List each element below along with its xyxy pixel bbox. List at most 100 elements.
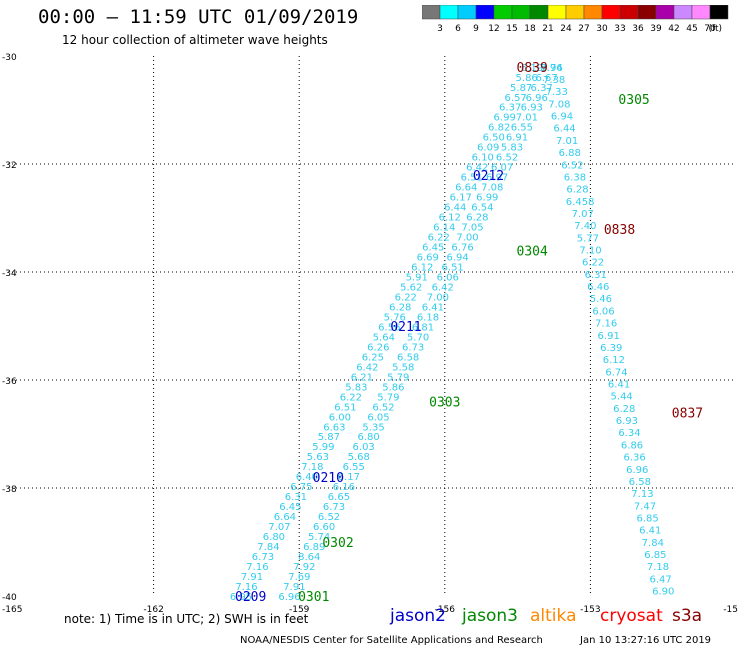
- wave-height-value: 6.09: [477, 143, 499, 154]
- wave-height-value: 8.64: [298, 552, 320, 563]
- wave-height-value: 6.42: [356, 362, 378, 373]
- wave-height-value: 7.84: [257, 542, 279, 553]
- wave-height-value: 6.05: [367, 412, 389, 423]
- wave-height-value: 6.22: [428, 233, 450, 244]
- wave-height-value: 6.26: [367, 342, 389, 353]
- pass-time-label: 0210: [313, 471, 344, 486]
- wave-height-value: 5.62: [400, 282, 422, 293]
- wave-height-value: 6.50: [483, 133, 505, 144]
- x-tick-label: -15: [723, 605, 738, 615]
- wave-height-value: 7.01: [516, 113, 538, 124]
- wave-height-value: 6.38: [564, 172, 586, 183]
- wave-height-value: 5.68: [348, 452, 370, 463]
- pass-time-label: 0304: [517, 244, 548, 259]
- wave-height-value: 6.18: [417, 312, 439, 323]
- wave-height-value: 6.07: [491, 163, 513, 174]
- wave-height-value: 5.87: [318, 432, 340, 443]
- wave-height-value: 6.36: [624, 453, 646, 464]
- wave-height-value: 6.74: [605, 367, 627, 378]
- footnote: note: 1) Time is in UTC; 2) SWH is in fe…: [64, 612, 309, 626]
- wave-height-value: 6.10: [472, 153, 494, 164]
- generation-timestamp: Jan 10 13:27:16 UTC 2019: [580, 635, 712, 646]
- wave-height-value: 5.63: [307, 452, 329, 463]
- colorbar-tick-label: 70: [704, 24, 716, 34]
- wave-height-value: 6.28: [613, 404, 635, 415]
- wave-height-value: 6.52: [318, 512, 340, 523]
- wave-height-value: 7.18: [647, 562, 669, 573]
- wave-height-value: 6.63: [323, 422, 345, 433]
- wave-height-value: 5.99: [312, 442, 334, 453]
- wave-height-value: 6.96: [278, 592, 300, 603]
- colorbar-swatch: [709, 5, 729, 20]
- wave-height-value: 6.91: [506, 133, 528, 144]
- colorbar-tick-label: 36: [632, 24, 644, 34]
- wave-height-value: 6.97: [486, 173, 508, 184]
- wave-height-value: 6.81: [412, 322, 434, 333]
- wave-height-value: 6.28: [466, 213, 488, 224]
- wave-height-value: 6.14: [433, 223, 455, 234]
- wave-height-value: 6.34: [618, 428, 640, 439]
- colorbar-tick-label: 6: [455, 24, 461, 34]
- legend-item-altika: altika: [530, 606, 577, 626]
- wave-height-value: 5.86: [516, 73, 538, 84]
- wave-height-value: 7.18: [301, 462, 323, 473]
- wave-height-value: 5.76: [384, 312, 406, 323]
- pass-time-label: 0212: [473, 169, 504, 184]
- wave-height-value: 7.74: [540, 63, 562, 74]
- wave-height-value: 6.93: [521, 103, 543, 114]
- wave-height-value: 6.64: [455, 183, 477, 194]
- y-tick-label: -34: [2, 269, 17, 279]
- wave-height-value: 7.00: [427, 292, 449, 303]
- pass-time-label: 0837: [672, 406, 703, 421]
- wave-height-value: 5.58: [392, 362, 414, 373]
- wave-height-value: 6.95: [230, 592, 252, 603]
- wave-height-value: 6.51: [334, 402, 356, 413]
- legend-item-jason3: jason3: [462, 606, 518, 626]
- y-tick-label: -40: [2, 593, 17, 603]
- wave-height-value: 7.10: [579, 246, 601, 257]
- wave-height-value: 6.73: [402, 342, 424, 353]
- x-tick-label: -156: [435, 605, 456, 615]
- wave-height-value: 5.79: [377, 392, 399, 403]
- x-tick-label: -159: [289, 605, 310, 615]
- wave-height-value: 6.89: [303, 542, 325, 553]
- wave-height-value: 6.28: [389, 302, 411, 313]
- wave-height-value: 5.87: [510, 83, 532, 94]
- wave-height-value: 6.41: [422, 302, 444, 313]
- wave-height-value: 7.16: [235, 582, 257, 593]
- wave-height-value: 6.94: [551, 112, 573, 123]
- credit-line: NOAA/NESDIS Center for Satellite Applica…: [240, 635, 543, 646]
- wave-height-value: 6.25: [362, 352, 384, 363]
- wave-height-value: 6.73: [252, 552, 274, 563]
- wave-height-value: 6.90: [652, 587, 674, 598]
- wave-height-value: 7.00: [456, 233, 478, 244]
- pass-time-label: 0209: [235, 590, 266, 605]
- wave-height-value: 6.41: [608, 380, 630, 391]
- wave-height-value: 6.99: [494, 113, 516, 124]
- legend-item-s3a: s3a: [672, 606, 703, 626]
- colorbar-tick-label: 21: [542, 24, 553, 34]
- wave-height-value: 7.08: [548, 99, 570, 110]
- colorbar-tick-label: 33: [614, 24, 625, 34]
- wave-height-value: 6.56: [378, 322, 400, 333]
- wave-height-value: 5.77: [577, 233, 599, 244]
- pass-time-label: 0211: [390, 320, 421, 335]
- wave-height-value: 6.22: [340, 392, 362, 403]
- wave-height-value: 6.21: [351, 372, 373, 383]
- wave-height-value: 6.93: [616, 416, 638, 427]
- wave-height-value: 6.45: [422, 243, 444, 254]
- wave-height-value: 7.01: [556, 136, 578, 147]
- wave-height-value: 7.40: [574, 221, 596, 232]
- wave-height-value: 5.70: [407, 332, 429, 343]
- wave-height-value: 6.76: [451, 243, 473, 254]
- y-tick-label: -36: [2, 377, 17, 387]
- pass-time-label: 0839: [517, 61, 548, 76]
- wave-height-value: 6.51: [442, 262, 464, 273]
- wave-height-value: 6.31: [585, 270, 607, 281]
- wave-height-value: 6.85: [644, 550, 666, 561]
- wave-height-value: 7.07: [572, 209, 594, 220]
- wave-height-value: 6.12: [411, 262, 433, 273]
- pass-time-label: 0301: [298, 590, 329, 605]
- wave-height-value: 6.00: [329, 412, 351, 423]
- wave-height-value: 6.60: [313, 522, 335, 533]
